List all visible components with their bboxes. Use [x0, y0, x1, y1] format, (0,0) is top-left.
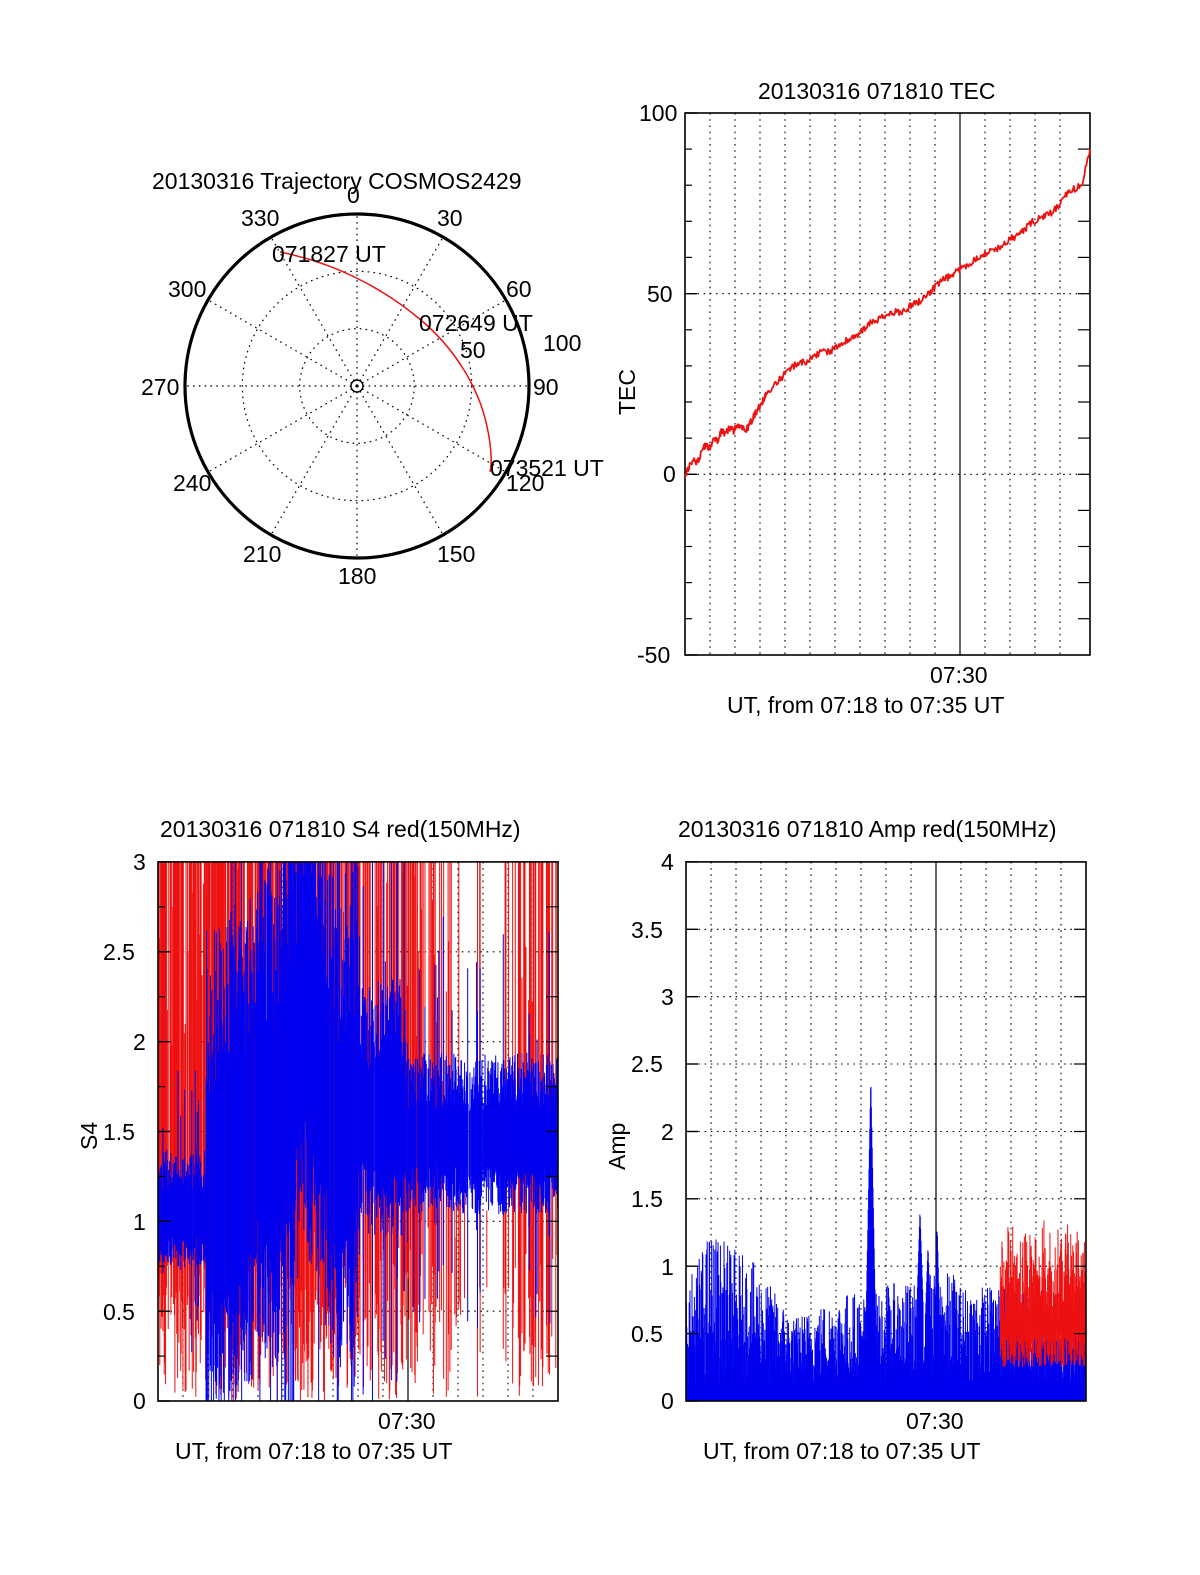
- polar-radial-label-100: 100: [543, 330, 582, 356]
- amp-title: 20130316 071810 Amp red(150MHz): [678, 816, 1057, 842]
- s4-ytick-3: 3: [133, 849, 146, 875]
- polar-az-0: 0: [347, 182, 360, 208]
- s4-panel: 20130316 071810 S4 red(150MHz): [0, 790, 600, 1490]
- tec-vertical-gridlines: [709, 113, 1061, 655]
- tec-xtick-0730: 07:30: [930, 662, 988, 688]
- s4-ytick-0p5: 0.5: [103, 1299, 135, 1325]
- polar-ring-50: [241, 270, 473, 502]
- polar-az-240: 240: [173, 470, 212, 496]
- tec-ytick-0: 0: [663, 461, 676, 487]
- amp-ytick-3: 3: [661, 984, 674, 1010]
- polar-az-270: 270: [141, 374, 180, 400]
- polar-az-90: 90: [533, 374, 559, 400]
- polar-az-180: 180: [338, 563, 377, 589]
- amp-ytick-4: 4: [661, 849, 674, 875]
- tec-horizontal-gridlines: [685, 293, 1090, 475]
- tec-x-axis-title: UT, from 07:18 to 07:35 UT: [727, 692, 1005, 718]
- amp-plot-svg: [685, 861, 1087, 1402]
- trajectory-path: [279, 251, 492, 473]
- polar-az-60: 60: [506, 276, 532, 302]
- polar-az-30: 30: [437, 205, 463, 231]
- polar-az-150: 150: [437, 541, 476, 567]
- tec-data-curve: [684, 148, 1091, 478]
- amp-ytick-0: 0: [661, 1388, 674, 1414]
- tec-title: 20130316 071810 TEC: [758, 78, 996, 104]
- polar-ring-inner: [299, 328, 415, 444]
- s4-y-ticks: [158, 861, 558, 1402]
- amp-ytick-0p5: 0.5: [631, 1321, 663, 1347]
- s4-ytick-2p5: 2.5: [103, 939, 135, 965]
- amp-y-axis-title: Amp: [604, 1122, 630, 1170]
- amp-ytick-2: 2: [661, 1119, 674, 1145]
- tec-y-ticks: [685, 112, 1090, 656]
- tec-ytick-100: 100: [639, 100, 678, 126]
- amp-ytick-2p5: 2.5: [631, 1051, 663, 1077]
- polar-title: 20130316 Trajectory COSMOS2429: [152, 168, 522, 194]
- s4-ytick-2: 2: [133, 1029, 146, 1055]
- amp-ytick-1p5: 1.5: [631, 1186, 663, 1212]
- s4-xtick-0730: 07:30: [378, 1408, 436, 1434]
- tec-y-axis-title: TEC: [614, 369, 640, 415]
- polar-az-300: 300: [168, 276, 207, 302]
- polar-plot-svg: [183, 212, 531, 560]
- tec-ytick-50: 50: [647, 281, 673, 307]
- polar-trajectory-panel: 20130316 Trajectory COSMOS2429: [0, 0, 604, 640]
- polar-az-120: 120: [506, 470, 545, 496]
- s4-ytick-1: 1: [133, 1209, 146, 1235]
- amp-panel: 20130316 071810 Amp red(150MHz): [600, 790, 1200, 1490]
- s4-y-axis-title: S4: [76, 1121, 102, 1150]
- trajectory-end-time: 073521 UT: [490, 455, 604, 481]
- amp-ytick-3p5: 3.5: [631, 917, 663, 943]
- polar-az-330: 330: [241, 205, 280, 231]
- tec-panel: 20130316 071810 TEC: [600, 0, 1200, 720]
- polar-az-210: 210: [243, 541, 282, 567]
- polar-outer-circle: [183, 212, 531, 560]
- tec-plot-svg: [684, 112, 1091, 656]
- tec-ytick-m50: -50: [637, 642, 671, 668]
- trajectory-start-time: 071827 UT: [272, 241, 386, 267]
- s4-ytick-1p5: 1.5: [103, 1119, 135, 1145]
- amp-x-axis-title: UT, from 07:18 to 07:35 UT: [703, 1438, 981, 1464]
- amp-y-ticks: [686, 861, 1086, 1402]
- s4-title: 20130316 071810 S4 red(150MHz): [160, 816, 521, 842]
- trajectory-mid-time: 072649 UT: [419, 310, 533, 336]
- s4-ytick-0: 0: [133, 1388, 146, 1414]
- amp-xtick-0730: 07:30: [906, 1408, 964, 1434]
- tec-axes-frame: [684, 112, 1091, 656]
- s4-data-traces: [157, 861, 559, 1401]
- amp-ytick-1: 1: [661, 1254, 674, 1280]
- amp-data-traces: [685, 1086, 1087, 1401]
- s4-x-axis-title: UT, from 07:18 to 07:35 UT: [175, 1438, 453, 1464]
- polar-radial-label-50: 50: [460, 337, 486, 363]
- s4-plot-svg: [157, 861, 559, 1402]
